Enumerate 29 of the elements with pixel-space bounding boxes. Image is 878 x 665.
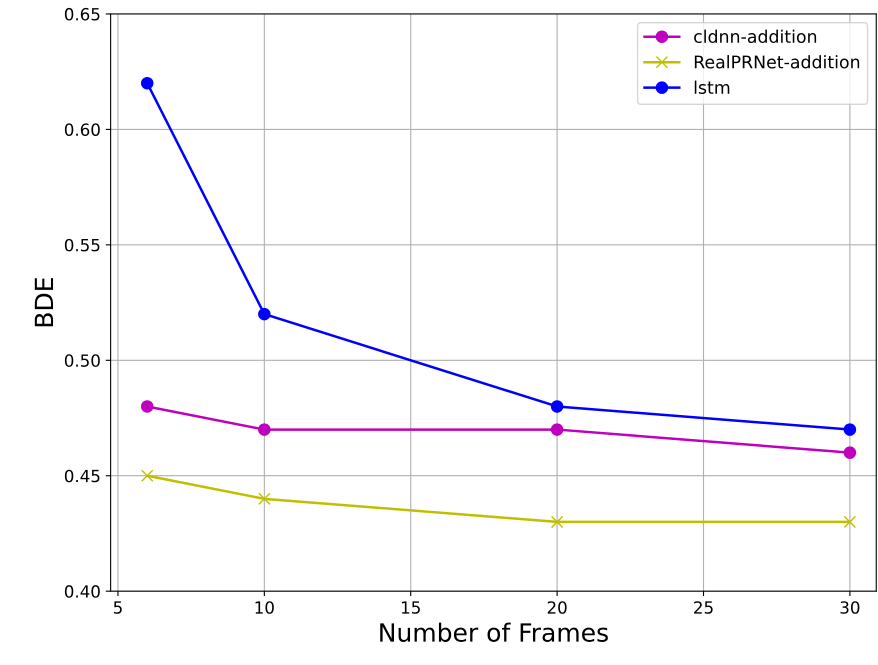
point	[258, 308, 271, 320]
point	[258, 423, 271, 436]
point	[844, 516, 856, 528]
y-tick-label: 0.55	[64, 238, 100, 252]
y-tick-label: 0.50	[64, 354, 100, 367]
legend-label: lstm	[694, 80, 730, 94]
point	[550, 400, 564, 413]
y-tick-label: 0.45	[64, 470, 100, 482]
point	[140, 400, 154, 413]
point	[844, 446, 856, 459]
x-tick-label: 15	[402, 601, 420, 614]
y-tick-label: 0.60	[64, 123, 100, 136]
point	[258, 492, 271, 506]
x-axis-title: Number of Frames	[380, 622, 608, 642]
x-tick-label: 30	[840, 601, 860, 614]
y-tick-label: 0.40	[64, 585, 100, 598]
y-tick-label: 0.65	[64, 8, 100, 21]
point	[140, 469, 154, 482]
point	[140, 76, 154, 90]
point	[550, 423, 564, 436]
legend-label: RealPRNet-addition	[694, 55, 860, 69]
point	[844, 423, 856, 436]
point	[550, 516, 564, 528]
y-axis-title: BDE	[34, 278, 54, 326]
legend-label: cldnn-addition	[694, 30, 816, 44]
x-tick-label: 20	[548, 601, 567, 614]
x-tick-label: 25	[694, 601, 713, 614]
x-tick-label: 5	[114, 601, 122, 614]
x-tick-label: 10	[256, 601, 274, 614]
